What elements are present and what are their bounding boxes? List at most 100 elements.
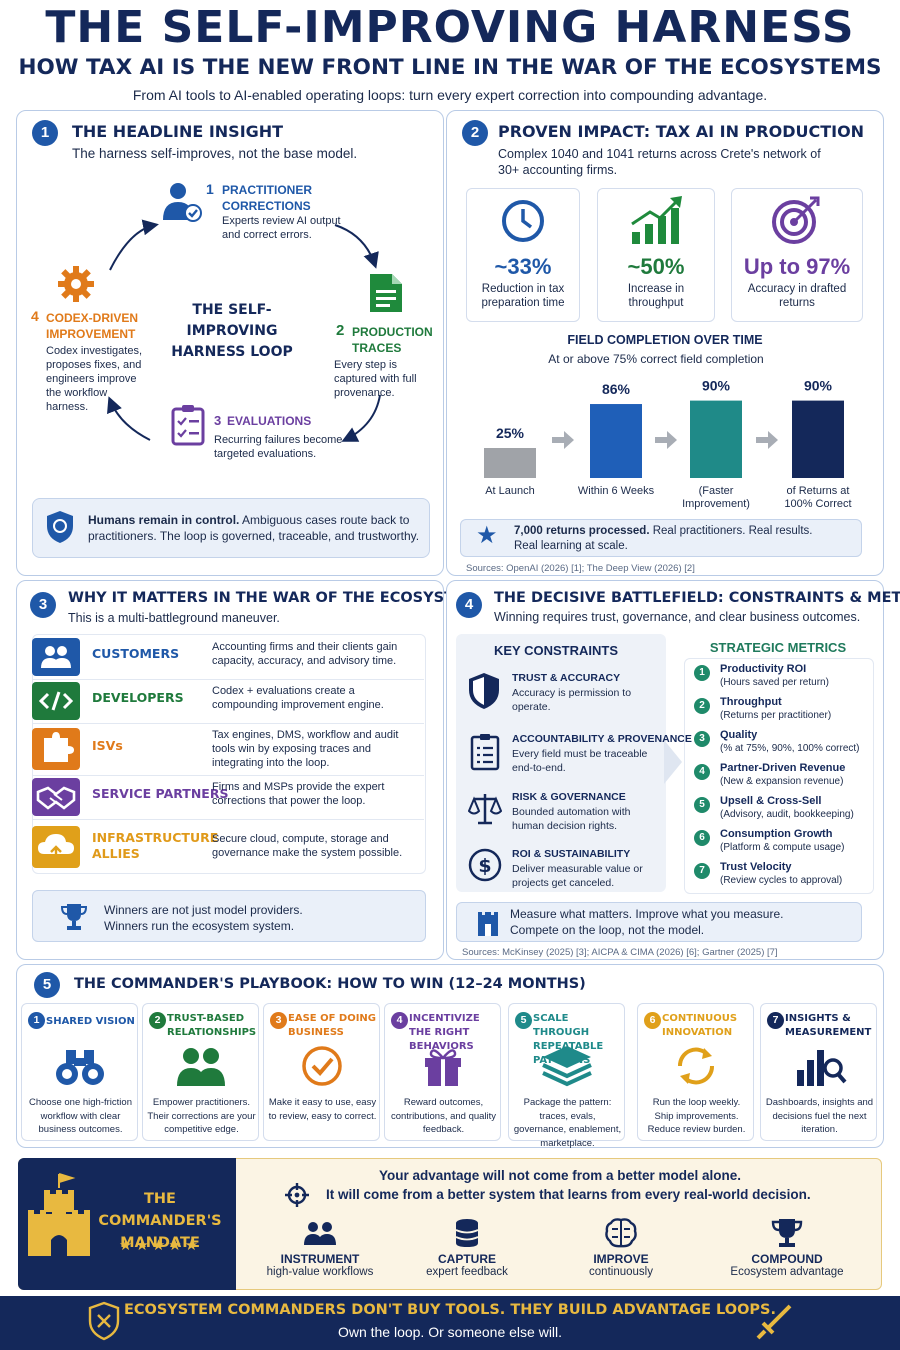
metric-number: 2 [694, 698, 710, 714]
winners-callout [32, 890, 426, 942]
playbook-title: INSIGHTS & MEASUREMENT [785, 1013, 872, 1038]
human-control-callout [32, 498, 430, 558]
playbook-item-1: 1 SHARED VISION Choose one high-friction… [21, 1003, 138, 1141]
measure-line-1: Measure what matters. Improve what you m… [510, 907, 784, 921]
results-body-2: Real learning at scale. [514, 540, 628, 552]
section-proven-impact [446, 110, 884, 576]
metric-desc: (% at 75%, 90%, 100% correct) [720, 743, 860, 754]
chevron-right-icon [664, 740, 682, 784]
section-subtitle: Winning requires trust, governance, and … [494, 610, 861, 624]
chart-value-label: 90% [804, 378, 833, 394]
loop-title: THE SELF-IMPROVING HARNESS LOOP [171, 302, 293, 360]
ecosystem-row-service-partners: SERVICE PARTNERS Firms and MSPs provide … [32, 776, 424, 820]
footer-line-1: ECOSYSTEM COMMANDERS DON'T BUY TOOLS. TH… [123, 1302, 777, 1318]
results-body: Real practitioners. Real results. [652, 525, 813, 537]
chart-category-label: of Returns at [787, 485, 850, 497]
chart-bar [690, 400, 742, 478]
metric-number: 1 [694, 665, 710, 681]
metric-item: 6 Consumption Growth (Platform & compute u… [694, 828, 874, 860]
puzzle-icon [32, 728, 80, 770]
handshake-icon [32, 778, 80, 816]
page-subtitle: HOW TAX AI IS THE NEW FRONT LINE IN THE … [18, 55, 882, 80]
code-icon [32, 682, 80, 720]
section-title: THE HEADLINE INSIGHT [72, 122, 284, 141]
playbook-number: 3 [270, 1012, 287, 1029]
shield-icon [47, 511, 73, 543]
target-icon [772, 196, 820, 244]
cloud-icon [32, 826, 80, 868]
field-completion-chart: 25% At Launch 86% Within 6 Weeks 90% (FasterI… [484, 378, 852, 510]
playbook-item-2: 2 TRUST-BASED RELATIONSHIPS Empower prac… [142, 1003, 259, 1141]
metric-desc: (New & expansion revenue) [720, 776, 844, 787]
database-icon [455, 1219, 479, 1247]
metric-item: 7 Trust Velocity (Review cycles to approva… [694, 861, 874, 893]
stat-label: Reduction in tax preparation time [481, 283, 565, 309]
chart-value-label: 86% [602, 381, 631, 397]
metric-number: 6 [694, 830, 710, 846]
chart-bar [792, 400, 844, 478]
crest-icon [88, 1301, 120, 1341]
stat-label: Increase in throughput [627, 283, 685, 309]
mandate-item-desc: high-value workflows [266, 1266, 374, 1278]
metric-title: Trust Velocity [720, 861, 792, 873]
mandate-line-1: Your advantage will not come from a bett… [378, 1168, 742, 1183]
trophy-icon [60, 904, 88, 930]
constraint-accountability: ACCOUNTABILITY & PROVENANCE Every field … [468, 733, 692, 789]
growth-chart-icon [631, 196, 682, 244]
constraint-desc: Every field must be traceable end-to-end… [512, 748, 648, 774]
loop-step-3-desc: Recurring failures become targeted evalu… [214, 434, 343, 460]
playbook-desc: Make it easy to use, easy to review, eas… [268, 1097, 377, 1122]
chart-category-label: Within 6 Weeks [578, 485, 655, 497]
check-circle-icon [302, 1046, 342, 1086]
playbook-number: 1 [28, 1012, 45, 1029]
mandate-item-instrument: INSTRUMENT high-value workflows [245, 1252, 395, 1278]
playbook-title: CONTINUOUS INNOVATION [662, 1013, 738, 1038]
chart-arrow-icon [655, 431, 677, 449]
loop-step-4-number: 4 [31, 308, 39, 324]
clipboard-icon [171, 405, 205, 446]
castle-icon [28, 1173, 90, 1256]
chart-value-label: 25% [496, 425, 525, 441]
crosshair-icon [285, 1183, 309, 1207]
metric-number: 7 [694, 863, 710, 879]
playbook-title: TRUST-BASED RELATIONSHIPS [167, 1013, 257, 1038]
section-title: WHY IT MATTERS IN THE WAR OF THE ECOSYST… [68, 590, 489, 606]
loop-step-4-desc: Codex investigates, proposes fixes, and … [46, 345, 142, 413]
playbook-number: 6 [644, 1012, 661, 1029]
mandate-item-desc: continuously [589, 1266, 653, 1278]
metrics-title: STRATEGIC METRICS [709, 640, 847, 655]
mandate-item-title: COMPOUND [751, 1252, 823, 1266]
ecosystem-row-infrastructure: INFRASTRUCTURE ALLIES Secure cloud, comp… [32, 822, 424, 872]
svg-text:$: $ [478, 855, 491, 877]
chart-arrow-icon [552, 431, 574, 449]
people-icon [177, 1048, 225, 1086]
metrics-panel [684, 658, 874, 894]
results-text: 7,000 returns processed. Real practition… [514, 524, 854, 554]
sources-text: Sources: McKinsey (2025) [3]; AICPA & CI… [462, 947, 778, 958]
chart-bar [590, 404, 642, 478]
playbook-title: SHARED VISION [46, 1016, 135, 1027]
playbook-desc: Package the pattern: traces, evals, gove… [513, 1097, 622, 1149]
mandate-item-desc: expert feedback [426, 1266, 508, 1278]
footer-banner [0, 1296, 900, 1350]
constraint-title: RISK & GOVERNANCE [512, 791, 626, 803]
playbook-desc: Run the loop weekly. Ship improvements. … [647, 1097, 746, 1135]
section-title: PROVEN IMPACT: TAX AI IN PRODUCTION [498, 122, 865, 141]
section-number: 2 [462, 120, 488, 146]
chart-category-label: (Faster [699, 485, 734, 497]
constraint-title: TRUST & ACCURACY [512, 672, 621, 684]
metric-desc: (Hours saved per return) [720, 677, 829, 688]
stat-value: ~50% [627, 254, 685, 279]
clock-icon [502, 200, 544, 242]
winners-line-2: Winners run the ecosystem system. [104, 919, 295, 933]
constraints-title: KEY CONSTRAINTS [494, 643, 618, 658]
section-subtitle: The harness self-improves, not the base … [72, 146, 358, 161]
constraint-trust: TRUST & ACCURACY Accuracy is permission … [468, 672, 658, 728]
metric-title: Partner-Driven Revenue [720, 762, 846, 774]
loop-step-4-title: CODEX-DRIVEN IMPROVEMENT [46, 311, 139, 341]
metric-number: 3 [694, 731, 710, 747]
chart-arrow-icon [756, 431, 778, 449]
ecosystem-label: CUSTOMERS [92, 646, 180, 661]
stat-card-throughput [597, 188, 715, 322]
section-title: THE COMMANDER'S PLAYBOOK: HOW TO WIN (12… [74, 976, 586, 992]
